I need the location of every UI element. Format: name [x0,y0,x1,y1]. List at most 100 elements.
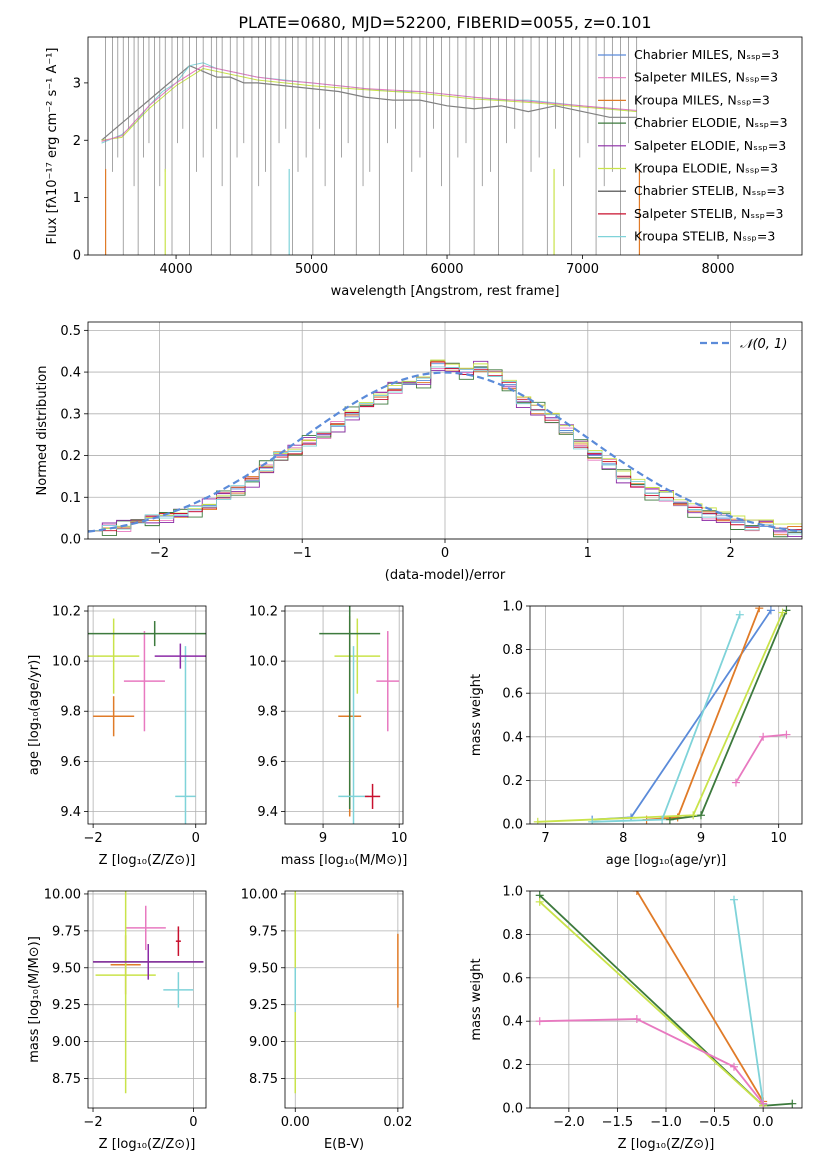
x-tick-label: 1 [584,546,592,561]
x-tick-label: 8 [619,831,627,846]
chart-residuals: 𝒩(0, 1) −2 −1 0 1 2 0.0 0.1 0.2 0.3 0.4 0.5 (data-mo… [35,321,803,583]
series-line [592,609,772,821]
x-tick-label: 0 [441,546,449,561]
legend-label: Kroupa STELIB, Nₛₛₚ=3 [634,229,775,244]
x-tick-label: 7 [541,831,549,846]
legend-label: Salpeter STELIB, Nₛₛₚ=3 [634,206,784,221]
plot-area [88,359,802,538]
x-tick-label: 0.02 [383,1115,412,1130]
x-tick-label: −2.0 [553,1115,585,1130]
y-tick-label: 0.2 [60,449,81,464]
y-tick-label: 0.4 [502,1015,523,1030]
y-tick-label: 9.00 [249,1035,278,1050]
grid-lines [88,606,206,824]
y-tick-label: 0.2 [502,1058,523,1073]
y-tick-label: 9.50 [52,961,81,976]
y-tick-label: 9.25 [52,998,81,1013]
legend-label: Salpeter MILES, Nₛₛₚ=3 [634,70,778,85]
y-tick-label: 10.00 [241,887,278,902]
y-tick-label: 9.6 [257,755,278,770]
y-axis-label: mass weight [469,674,484,756]
y-tick-label: 10.0 [249,655,278,670]
chart-age-vs-mass: 9 10 9.4 9.6 9.8 10.0 10.2 mass [log₁₀(M/M⊙)] [249,605,408,868]
chart-spectrum: Chabrier MILES, Nₛₛₚ=3 Salpeter MILES, Nₛ… [45,36,803,299]
series-line [636,891,764,1102]
y-tick-label: 1.0 [502,885,523,900]
gaussian-curve [88,371,802,533]
plot-area [535,891,797,1108]
x-axis-label: Z [log₁₀(Z/Z⊙)] [99,853,196,868]
axes-frame [87,890,207,1109]
x-tick-label: 8000 [701,262,734,277]
x-axis-label: Z [log₁₀(Z/Z⊙)] [99,1137,196,1152]
x-axis-label: Z [log₁₀(Z/Z⊙)] [618,1137,715,1152]
y-tick-label: 3 [73,76,81,91]
x-tick-label: −2 [150,546,169,561]
x-tick-label: −2 [84,831,103,846]
x-axis-label: wavelength [Angstrom, rest frame] [331,284,560,299]
plot-area [319,606,400,824]
series-line [539,901,764,1107]
y-tick-label: 9.4 [60,805,81,820]
x-tick-label: −1.5 [602,1115,634,1130]
figure-title: PLATE=0680, MJD=52200, FIBERID=0055, z=0… [238,13,651,32]
y-tick-label: 0.5 [60,324,81,339]
y-tick-label: 0.0 [502,1102,523,1117]
x-tick-label: 0 [192,831,200,846]
x-axis-label: (data-model)/error [385,568,506,583]
y-tick-label: 10.0 [52,655,81,670]
x-axis-label: E(B-V) [324,1137,364,1152]
x-tick-label: 2 [726,546,734,561]
axes-frame [87,605,207,825]
legend-label: 𝒩(0, 1) [740,337,787,352]
y-tick-label: 9.50 [249,961,278,976]
x-tick-label: 5000 [295,262,328,277]
y-tick-label: 10.2 [52,605,81,620]
legend-label: Chabrier MILES, Nₛₛₚ=3 [634,47,779,62]
grid-lines [530,890,802,1109]
chart-age-vs-z: −2 0 9.4 9.6 9.8 10.0 10.2 Z [log₁₀(Z/Z⊙)] age [… [27,605,207,868]
x-tick-label: 9 [319,831,327,846]
legend-label: Salpeter ELODIE, Nₛₛₚ=3 [634,138,786,153]
chart-mass-weight-vs-z: −2.0 −1.5 −1.0 −0.5 0.0 0.0 0.2 0.4 0.6 0.8 1.0 Z [… [469,885,803,1152]
x-axis-label: age [log₁₀(age/yr)] [606,853,727,868]
y-tick-label: 0.8 [502,643,523,658]
chart-mass-weight-vs-age: 7 8 9 10 0.0 0.2 0.4 0.6 0.8 1.0 age [log₁₀(age/yr… [469,600,803,868]
histogram-step [88,366,802,535]
y-axis-label: age [log₁₀(age/yr)] [27,655,42,776]
y-tick-label: 9.75 [52,924,81,939]
y-tick-label: 1 [73,191,81,206]
y-tick-label: 0.8 [502,928,523,943]
y-tick-label: 9.8 [60,705,81,720]
x-tick-label: 10 [391,831,408,846]
y-tick-label: 9.00 [52,1035,81,1050]
x-tick-label: 4000 [160,262,193,277]
y-tick-label: 1.0 [502,600,523,615]
spectrum-series-line [101,68,637,141]
plot-area [101,37,641,255]
series-line [733,899,765,1104]
legend-label: Kroupa ELODIE, Nₛₛₚ=3 [634,161,778,176]
y-tick-label: 0.2 [502,774,523,789]
x-tick-label: 0 [189,1115,197,1130]
legend-label: Chabrier ELODIE, Nₛₛₚ=3 [634,115,788,130]
y-tick-label: 0.4 [60,366,81,381]
y-axis-label: mass weight [469,958,484,1040]
legend: 𝒩(0, 1) [700,337,787,352]
y-tick-label: 0.4 [502,730,523,745]
grid-lines [530,605,802,825]
y-tick-label: 8.75 [249,1072,278,1087]
y-tick-label: 0 [73,249,81,264]
y-axis-label: Flux [fλ10⁻¹⁷ erg cm⁻² s⁻¹ A⁻¹] [45,48,60,245]
x-tick-label: −1 [293,546,312,561]
y-tick-label: 0.0 [502,818,523,833]
plot-area [93,891,204,1094]
plot-area [533,606,791,824]
y-tick-label: 9.75 [249,924,278,939]
legend-label: Chabrier STELIB, Nₛₛₚ=3 [634,183,785,198]
legend-label: Kroupa MILES, Nₛₛₚ=3 [634,92,770,107]
x-axis-label: mass [log₁₀(M/M⊙)] [281,853,408,868]
axes-frame [529,605,803,825]
spectrum-series-line [101,64,637,141]
